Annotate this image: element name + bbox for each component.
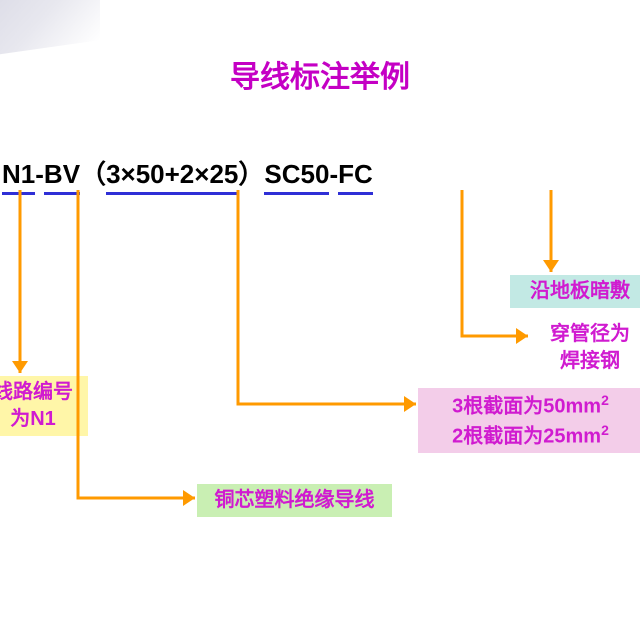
annotation-fc: 沿地板暗敷	[510, 275, 640, 308]
formula-segment: SC50	[264, 159, 329, 195]
formula-segment: N1	[2, 159, 35, 195]
formula-segment: 3×50+2×25	[106, 159, 238, 195]
annotation-n1: 线路编号为N1	[0, 376, 88, 436]
annotation-sc: 穿管径为焊接钢	[530, 318, 640, 378]
formula-segment: （	[80, 159, 106, 189]
formula-segment: FC	[338, 159, 373, 195]
corner-decoration	[0, 0, 100, 60]
formula-line: N1-BV（3×50+2×25）SC50-FC	[2, 154, 373, 195]
annotation-bv: 铜芯塑料绝缘导线	[197, 484, 392, 517]
formula-segment: -	[329, 159, 338, 189]
annotation-spec: 3根截面为50mm22根截面为25mm2	[418, 388, 640, 453]
page-title: 导线标注举例	[0, 52, 640, 96]
formula-segment: BV	[44, 159, 80, 195]
formula-segment: ）	[238, 159, 264, 189]
formula-segment: -	[35, 159, 44, 189]
